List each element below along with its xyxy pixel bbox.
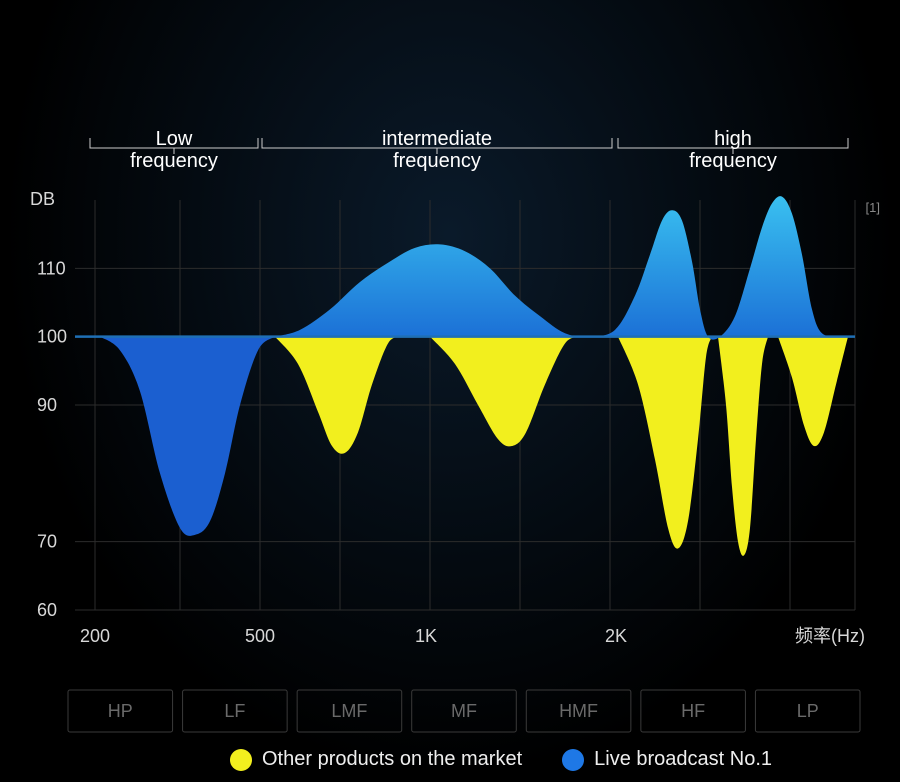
x-tick-label: 200: [80, 626, 110, 646]
band-label: LMF: [331, 701, 367, 721]
band-label: LF: [224, 701, 245, 721]
series-yellow-lobe: [275, 337, 400, 454]
y-tick-label: 100: [37, 327, 67, 347]
x-tick-label: 2K: [605, 626, 627, 646]
corner-note: [1]: [866, 200, 880, 215]
range-label: intermediatefrequency: [367, 128, 507, 172]
y-axis-title: DB: [30, 189, 55, 209]
band-label: MF: [451, 701, 477, 721]
legend: Other products on the market Live broadca…: [230, 748, 772, 771]
series-yellow-lobe: [618, 337, 712, 549]
band-label: HF: [681, 701, 705, 721]
legend-label: Other products on the market: [262, 748, 522, 771]
legend-item: Other products on the market: [230, 748, 522, 771]
x-tick-label: 1K: [415, 626, 437, 646]
y-tick-label: 110: [37, 258, 66, 278]
x-tick-label: 500: [245, 626, 275, 646]
legend-label: Live broadcast No.1: [594, 748, 772, 771]
range-label: Lowfrequency: [104, 128, 244, 172]
legend-swatch: [230, 749, 252, 771]
series-yellow-lobe: [778, 337, 848, 447]
legend-item: Live broadcast No.1: [562, 748, 772, 771]
band-label: LP: [797, 701, 819, 721]
range-label: highfrequency: [663, 128, 803, 172]
y-tick-label: 70: [37, 532, 57, 552]
series-yellow-lobe: [718, 337, 768, 556]
series-yellow-lobe: [430, 337, 580, 447]
legend-swatch: [562, 749, 584, 771]
x-axis-label: 频率(Hz): [795, 626, 865, 646]
y-tick-label: 60: [37, 600, 57, 620]
band-label: HP: [108, 701, 133, 721]
series-blue-area: [100, 337, 275, 536]
band-label: HMF: [559, 701, 598, 721]
y-tick-label: 90: [37, 395, 57, 415]
